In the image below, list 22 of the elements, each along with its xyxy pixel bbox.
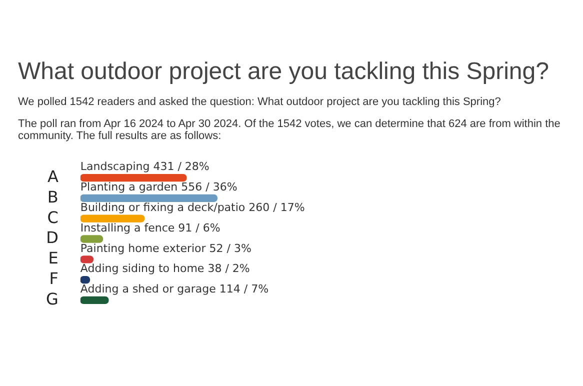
data-label: Landscaping 431 / 28% bbox=[80, 160, 210, 174]
data-label: Installing a fence 91 / 6% bbox=[80, 221, 220, 234]
text: The poll ran from Apr 16 2024 to Apr 30 2024. Of the 1542 votes, we can determine that 624 are from within the community. The full results are as follows: bbox=[18, 118, 562, 142]
data-label: Planting a garden 556 / 36% bbox=[80, 180, 238, 194]
y-tick-label: G bbox=[46, 289, 58, 308]
data-label: Adding a shed or garage 114 / 7% bbox=[80, 282, 269, 296]
y-tick-label: F bbox=[49, 268, 58, 288]
y-tick-label: E bbox=[48, 248, 58, 268]
bar bbox=[80, 174, 187, 182]
data-label: Painting home exterior 52 / 3% bbox=[80, 242, 252, 255]
data-label: Building or fixing a deck/patio 260 / 17% bbox=[80, 200, 305, 214]
y-tick-label: A bbox=[47, 166, 58, 186]
y-tick-label: D bbox=[46, 228, 58, 248]
text: We polled 1542 readers and asked the question: What outdoor project are you tackling this Spring? bbox=[18, 96, 502, 108]
bar bbox=[80, 214, 145, 222]
data-label: Adding siding to home 38 / 2% bbox=[80, 262, 250, 276]
text: What outdoor project are you tackling this Spring? bbox=[18, 58, 550, 86]
bar bbox=[80, 296, 109, 304]
bar bbox=[80, 194, 218, 202]
y-tick-label: C bbox=[47, 208, 58, 227]
y-tick-label: B bbox=[47, 187, 58, 206]
bar bbox=[80, 235, 104, 243]
